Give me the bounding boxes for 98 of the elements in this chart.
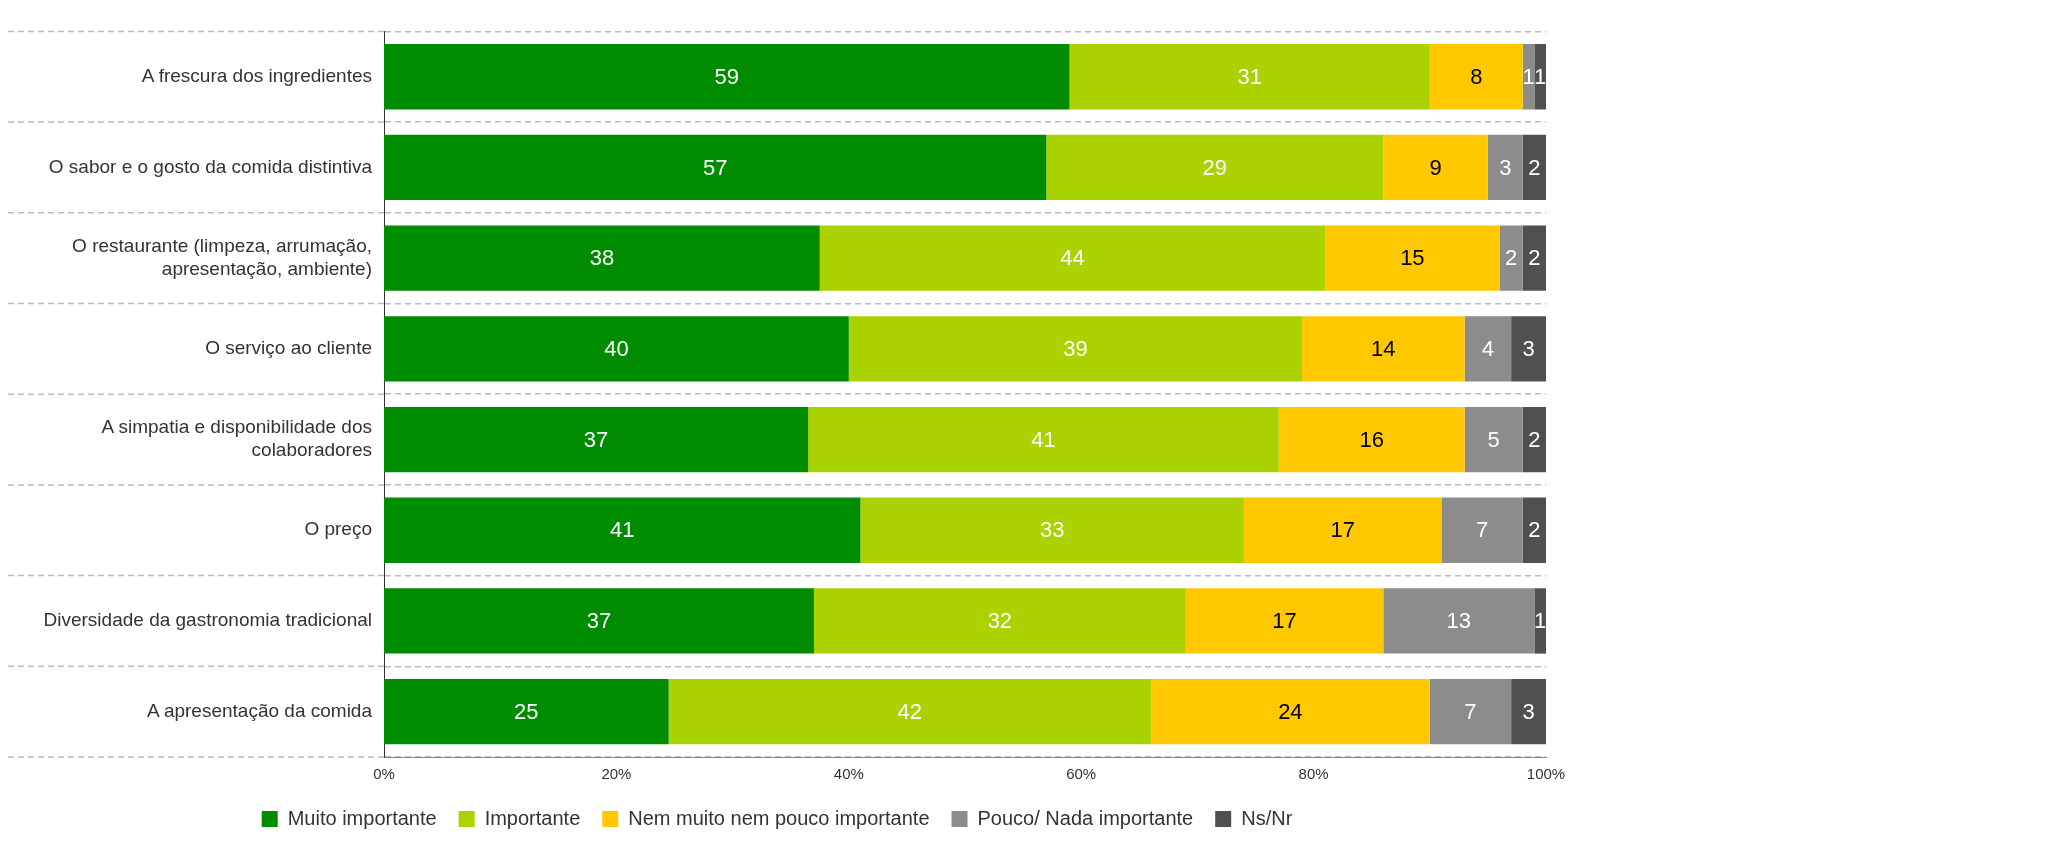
data-label: 1 <box>1534 608 1547 634</box>
x-tick-label: 40% <box>833 765 864 783</box>
bar <box>1464 316 1512 382</box>
data-label: 14 <box>1371 335 1396 361</box>
data-label: 1 <box>1534 63 1547 89</box>
x-tick-label: 20% <box>601 765 632 783</box>
data-label: 8 <box>1470 63 1483 89</box>
bar <box>1511 679 1546 745</box>
bar <box>1301 316 1465 382</box>
data-label: 29 <box>1202 154 1228 180</box>
y-tick-label: A frescura dos ingredientes <box>141 64 372 86</box>
bar <box>813 588 1186 654</box>
bar <box>1429 44 1523 110</box>
bar <box>1441 497 1523 563</box>
y-tick-label: O restaurante (limpeza, arrumação, apresentação, ambiente) <box>72 234 372 279</box>
bar <box>819 225 1326 291</box>
data-label: 7 <box>1475 517 1489 543</box>
data-label: 24 <box>1278 698 1303 724</box>
data-label: 17 <box>1272 608 1297 634</box>
bar <box>1487 134 1523 201</box>
bar <box>384 497 861 563</box>
data-label: 5 <box>1487 426 1500 452</box>
data-label: 15 <box>1400 245 1425 271</box>
bar <box>384 316 849 382</box>
y-tick-label: A apresentação da comida <box>147 699 373 721</box>
bar <box>1383 588 1535 654</box>
bar <box>1069 44 1430 110</box>
data-label: 25 <box>514 698 539 724</box>
bar <box>1522 406 1546 473</box>
bar <box>1464 406 1523 473</box>
data-label: 31 <box>1237 63 1262 89</box>
data-label: 44 <box>1060 245 1085 271</box>
data-label: 4 <box>1481 335 1495 361</box>
legend-label: Ns/Nr <box>1241 806 1293 829</box>
data-label: 17 <box>1330 517 1355 543</box>
bar <box>384 225 820 291</box>
legend-label: Importante <box>484 806 581 829</box>
data-label: 42 <box>897 698 923 724</box>
data-label: 13 <box>1446 608 1472 634</box>
legend-label: Pouco/ Nada importante <box>977 806 1194 829</box>
data-label: 2 <box>1528 517 1541 543</box>
bar <box>1185 588 1384 654</box>
bar <box>860 497 1244 563</box>
data-label: 2 <box>1528 154 1541 180</box>
x-tick-label: 80% <box>1298 765 1329 783</box>
legend-label: Nem muito nem pouco importante <box>628 806 930 829</box>
bar <box>1534 44 1546 110</box>
bar <box>1383 134 1488 201</box>
y-tick-label: O sabor e o gosto da comida distintiva <box>48 155 373 177</box>
bar <box>808 406 1279 473</box>
data-label: 39 <box>1063 335 1088 361</box>
y-tick-label: O preço <box>304 518 372 540</box>
bar <box>1278 406 1465 473</box>
data-label: 2 <box>1528 426 1541 452</box>
bar <box>1150 679 1430 745</box>
bar <box>384 588 814 654</box>
bar <box>384 134 1047 201</box>
bar <box>1499 225 1523 291</box>
data-label: 41 <box>1031 426 1056 452</box>
x-tick-label: 0% <box>373 765 395 783</box>
bar <box>1243 497 1442 563</box>
bar <box>384 406 809 473</box>
bar <box>1534 588 1546 654</box>
bar <box>1522 134 1546 201</box>
bar <box>384 44 1070 110</box>
data-label: 3 <box>1522 335 1535 361</box>
data-label: 57 <box>702 154 728 180</box>
data-label: 38 <box>589 245 615 271</box>
y-tick-label: A simpatia e disponibilidade dos colaboradores <box>101 416 372 461</box>
data-label: 3 <box>1522 698 1535 724</box>
data-label: 33 <box>1039 517 1065 543</box>
data-label: 9 <box>1429 154 1442 180</box>
data-label: 37 <box>586 608 612 634</box>
y-tick-label: Diversidade da gastronomia tradicional <box>43 609 372 631</box>
data-label: 32 <box>987 608 1013 634</box>
data-label: 59 <box>714 63 740 89</box>
y-tick-label: O serviço ao cliente <box>205 337 372 359</box>
bar <box>1511 316 1546 382</box>
data-label: 41 <box>609 517 635 543</box>
x-tick-label: 100% <box>1526 765 1566 783</box>
data-label: 40 <box>604 335 629 361</box>
bar <box>1325 225 1500 291</box>
legend-label: Muito importante <box>287 806 437 829</box>
x-tick-label: 60% <box>1066 765 1097 783</box>
bar <box>848 316 1302 382</box>
bar <box>1429 679 1512 745</box>
data-label: 16 <box>1359 426 1384 452</box>
data-label: 37 <box>583 426 609 452</box>
data-label: 3 <box>1499 154 1512 180</box>
data-label: 1 <box>1522 63 1535 89</box>
bar <box>1046 134 1384 201</box>
bar <box>1522 225 1546 291</box>
bar <box>1522 497 1546 563</box>
bar <box>384 679 669 745</box>
bar <box>668 679 1151 745</box>
data-label: 7 <box>1464 698 1477 724</box>
data-label: 2 <box>1505 245 1518 271</box>
data-label: 2 <box>1528 245 1541 271</box>
